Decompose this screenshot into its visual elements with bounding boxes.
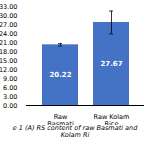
- svg-text:15.00: 15.00: [0, 57, 18, 65]
- svg-text:18.00: 18.00: [0, 48, 18, 56]
- svg-text:6.00: 6.00: [3, 84, 17, 92]
- html-text:e 1 (A) RS content of raw Basm: e 1 (A) RS content of raw Basmati and Ko…: [12, 124, 138, 140]
- svg-text:12.00: 12.00: [0, 66, 18, 74]
- svg-text:24.00: 24.00: [0, 30, 18, 38]
- svg-text:21.00: 21.00: [0, 39, 18, 47]
- svg-text:27.67: 27.67: [100, 60, 122, 68]
- svg-text:Raw KolamRice: Raw KolamRice: [94, 113, 130, 125]
- svg-text:0.00: 0.00: [3, 102, 17, 110]
- svg-text:9.00: 9.00: [3, 75, 17, 83]
- svg-text:20.22: 20.22: [49, 71, 71, 79]
- svg-text:33.00: 33.00: [0, 3, 18, 11]
- svg-text:RawBasmatiRice: RawBasmatiRice: [47, 113, 74, 125]
- svg-text:27.00: 27.00: [0, 21, 18, 29]
- svg-text:30.00: 30.00: [0, 12, 18, 20]
- svg-text:3.00: 3.00: [3, 93, 17, 101]
